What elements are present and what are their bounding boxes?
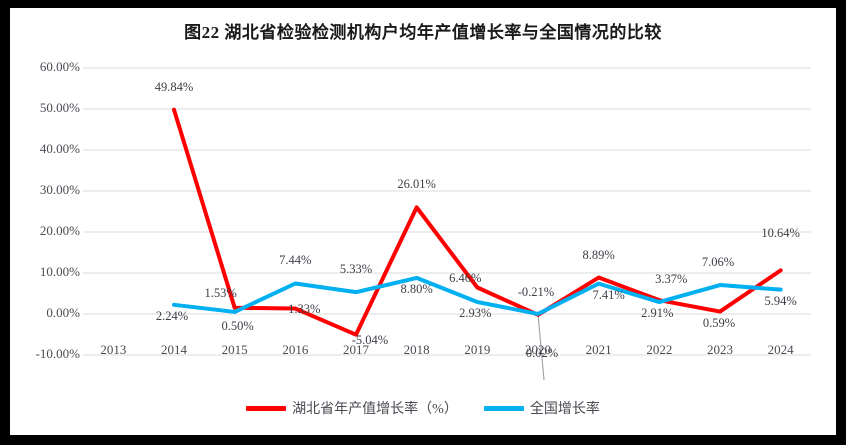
x-axis-tick-label: 2019 (464, 342, 491, 357)
data-point-label: 0.50% (221, 318, 254, 333)
legend-swatch-icon (483, 405, 524, 411)
data-point-label: 2.91% (641, 306, 674, 321)
legend-item[interactable]: 全国增长率 (483, 398, 600, 418)
legend-item[interactable]: 湖北省年产值增长率（%） (246, 398, 458, 418)
series-line (172, 107, 783, 337)
legend-label: 湖北省年产值增长率（%） (292, 402, 458, 417)
chart-frame: 图22 湖北省检验检测机构户均年产值增长率与全国情况的比较 60.00% 50.0… (10, 8, 836, 435)
data-point-label: 1.33% (288, 301, 321, 316)
data-point-label: 0.02% (525, 345, 559, 360)
data-point-label: 8.89% (582, 247, 615, 262)
page-title: 图22 湖北省检验检测机构户均年产值增长率与全国情况的比较 (184, 23, 662, 42)
x-axis-tick-label: 2013 (100, 342, 127, 357)
y-axis-tick-label: 30.00% (39, 182, 80, 197)
chart-legend: 湖北省年产值增长率（%） 全国增长率 (10, 398, 836, 418)
series-line (172, 275, 783, 316)
x-axis-tick-label: 2017 (343, 342, 369, 357)
y-axis-tick-label: 0.00% (46, 305, 80, 320)
data-point-label: -5.04% (351, 332, 389, 347)
x-axis-tick-label: 2018 (403, 342, 430, 357)
y-axis-tick-label: -10.00% (35, 346, 80, 361)
x-axis-tick-label: 2016 (282, 342, 309, 357)
data-point-label: 0.59% (702, 315, 736, 330)
data-point-label: 26.01% (397, 177, 436, 192)
legend-label: 全国增长率 (529, 402, 600, 417)
leader-lines (537, 313, 545, 381)
data-point-label: 10.64% (761, 226, 800, 241)
gridlines (83, 67, 811, 356)
data-point-label: 3.37% (655, 272, 688, 287)
data-point-label: 6.46% (449, 270, 482, 285)
data-point-label: -0.21% (517, 284, 555, 299)
y-axis-tick-label: 20.00% (39, 223, 80, 238)
x-axis-tick-label: 2024 (767, 342, 794, 357)
data-point-label: 7.06% (701, 255, 735, 270)
y-axis-tick-label: 50.00% (39, 100, 80, 115)
y-axis-tick-label: 60.00% (39, 59, 80, 74)
legend-swatch-icon (246, 405, 287, 411)
x-axis-tick-label: 2022 (646, 342, 673, 357)
data-point-label: 5.94% (764, 293, 797, 308)
data-point-label: 7.44% (279, 253, 312, 268)
y-axis-tick-label: 40.00% (39, 141, 80, 156)
x-axis-tick-label: 2021 (585, 342, 612, 357)
data-point-label: 49.84% (154, 79, 194, 94)
x-axis-tick-label: 2023 (707, 342, 733, 357)
data-point-label: 5.33% (339, 262, 373, 277)
series-lines (172, 107, 783, 337)
chart-plot-area (83, 67, 811, 381)
x-axis-tick-label: 2014 (161, 342, 187, 357)
data-point-label: 1.53% (204, 285, 237, 300)
data-point-label: 7.41% (592, 287, 625, 302)
data-point-label: 8.80% (400, 281, 433, 296)
leader-line (537, 313, 545, 381)
data-point-label: 2.24% (155, 308, 189, 323)
y-axis-tick-label: 10.00% (39, 264, 80, 279)
data-point-label: 2.93% (459, 305, 492, 320)
x-axis-tick-label: 2015 (221, 342, 248, 357)
x-axis-tick-label: 2020 (525, 342, 551, 357)
